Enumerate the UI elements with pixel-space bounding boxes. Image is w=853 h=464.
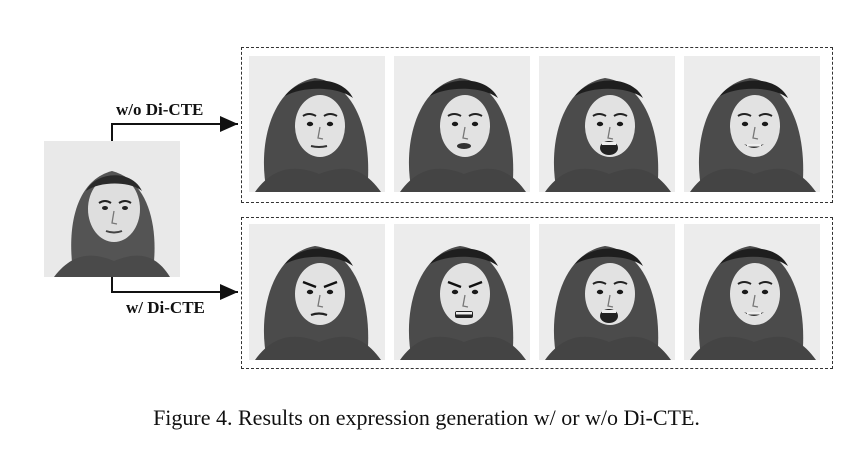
arrow-to-top-row [111, 116, 238, 141]
row-with-di-cte [241, 217, 833, 369]
row-without-di-cte [241, 47, 833, 203]
result-face-image [539, 224, 675, 360]
label-without-di-cte: w/o Di-CTE [116, 100, 204, 119]
result-face-image [394, 224, 530, 360]
source-portrait-image [44, 141, 180, 277]
result-face-image [684, 56, 820, 192]
result-face-image [539, 56, 675, 192]
result-face-image [684, 224, 820, 360]
figure-caption: Figure 4. Results on expression generati… [153, 405, 700, 430]
label-with-di-cte: w/ Di-CTE [126, 298, 205, 317]
result-face-image [249, 224, 385, 360]
result-face-image [394, 56, 530, 192]
result-face-image [249, 56, 385, 192]
arrow-to-bottom-row [111, 277, 238, 300]
